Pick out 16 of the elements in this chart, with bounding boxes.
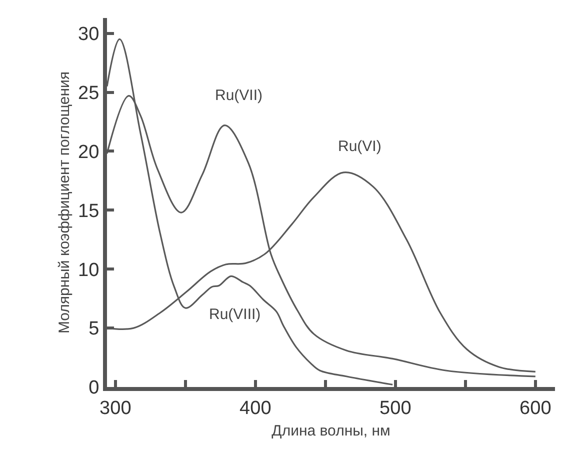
- y-tick-label: 30: [78, 24, 100, 45]
- x-axis-title: Длина волны, нм: [272, 422, 390, 440]
- y-tick-label: 15: [78, 200, 100, 222]
- y-tick-label: 0: [88, 378, 100, 399]
- y-axis-title: Молярный коэффициент поглощения: [56, 71, 73, 334]
- y-tick-label: 10: [78, 260, 100, 281]
- x-tick-label: 300: [100, 398, 132, 419]
- series-label: Ru(VIII): [209, 306, 261, 323]
- x-tick-label: 600: [520, 398, 552, 419]
- x-tick-label: 500: [380, 398, 412, 419]
- y-tick-label: 5: [88, 318, 100, 340]
- series-label: Ru(VII): [215, 87, 263, 104]
- y-tick-label: 20: [78, 142, 100, 163]
- series-label: Ru(VI): [338, 138, 382, 155]
- y-tick-label: 25: [78, 82, 100, 104]
- x-tick-label: 400: [240, 398, 272, 419]
